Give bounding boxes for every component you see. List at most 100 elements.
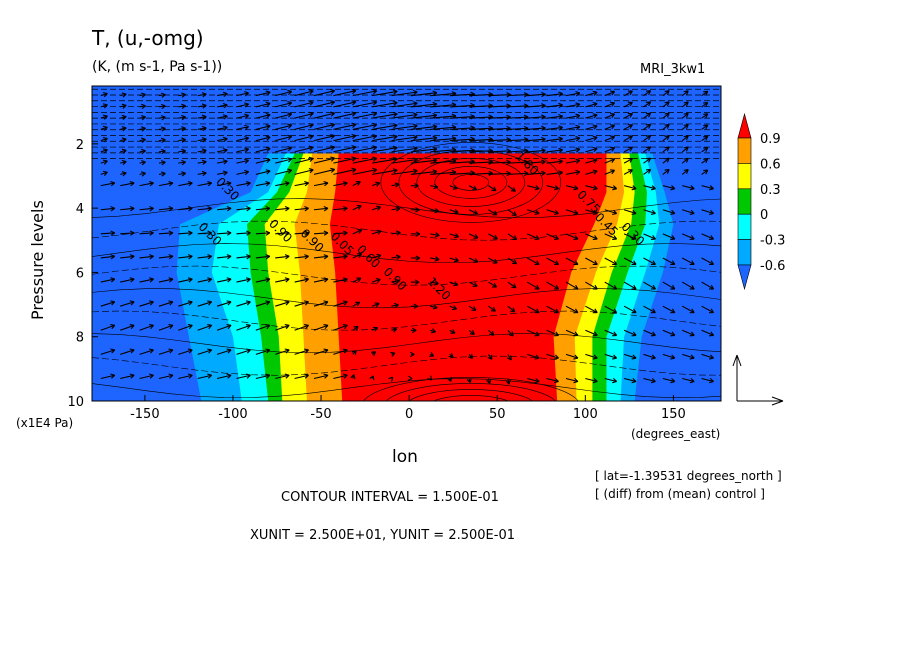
wind-arrow [333, 324, 348, 331]
colorbar-box [737, 239, 752, 266]
wind-arrow [604, 329, 618, 337]
wind-arrow [372, 134, 398, 142]
wind-arrow [681, 257, 695, 266]
wind-arrow [527, 91, 546, 98]
wind-arrow [682, 353, 695, 360]
wind-arrow [391, 89, 418, 97]
wind-arrow [236, 91, 250, 97]
wind-arrow [139, 160, 146, 166]
wind-arrow [623, 353, 637, 360]
wind-arrow [623, 90, 633, 97]
wind-arrow [120, 373, 135, 380]
wind-arrow [585, 146, 598, 153]
wind-arrow [255, 157, 271, 164]
wind-arrow [468, 353, 473, 360]
diff-info: [ (diff) from (mean) control ] [595, 487, 765, 501]
wind-arrow [643, 123, 652, 130]
wind-arrow [410, 327, 417, 334]
wind-arrow [313, 122, 336, 130]
wind-arrow [333, 100, 357, 108]
wind-arrow [178, 171, 186, 177]
wind-arrow [158, 148, 166, 155]
wind-arrow [527, 103, 546, 109]
contour-line [92, 198, 721, 219]
wind-arrow [216, 102, 228, 109]
wind-arrow [585, 113, 598, 119]
wind-arrow [662, 135, 670, 142]
wind-arrow [197, 159, 207, 165]
contour-core [380, 142, 562, 223]
wind-arrow [275, 181, 290, 187]
wind-arrow [100, 103, 108, 109]
wind-arrow [158, 160, 166, 166]
wind-arrow [139, 324, 154, 331]
wind-arrow [352, 253, 363, 259]
wind-arrow [236, 136, 250, 142]
wind-arrow [681, 112, 689, 119]
contour-interval: CONTOUR INTERVAL = 1.500E-01 [281, 490, 499, 505]
wind-arrow [429, 351, 435, 357]
wind-arrow [275, 146, 293, 153]
contour-line [92, 310, 721, 331]
wind-arrow [507, 170, 529, 177]
wind-arrow [449, 257, 459, 263]
wind-arrow [139, 92, 146, 98]
wind-arrow [178, 300, 193, 307]
wind-arrow [100, 300, 116, 307]
wind-arrow [255, 135, 271, 142]
colorbar-label: -0.3 [760, 234, 785, 249]
wind-arrow [546, 158, 564, 165]
wind-arrow [139, 126, 146, 132]
wind-arrow [352, 277, 362, 283]
wind-arrow [565, 233, 579, 241]
wind-arrow [681, 169, 689, 175]
wind-arrow [701, 169, 709, 175]
wind-arrow [158, 230, 174, 236]
wind-arrow [409, 351, 415, 358]
wind-arrow [488, 209, 498, 216]
wind-arrow [352, 181, 361, 187]
wind-arrow [120, 114, 127, 121]
wind-arrow [294, 168, 314, 175]
wind-arrow [682, 329, 695, 337]
wind-arrow [662, 281, 676, 290]
wind-arrow [333, 300, 348, 307]
wind-arrow [275, 134, 293, 142]
contour-core [434, 166, 508, 199]
wind-arrow [100, 254, 116, 260]
colorbar-box [737, 137, 752, 164]
wind-arrow [216, 147, 228, 154]
wind-arrow [391, 182, 400, 188]
wind-arrow [216, 324, 232, 331]
wind-arrow [120, 254, 135, 260]
wind-arrow [333, 181, 348, 187]
wind-arrow [468, 305, 477, 311]
wind-arrow [682, 377, 695, 384]
wind-arrow [527, 353, 540, 360]
wind-arrow [507, 103, 529, 109]
wind-arrow [370, 351, 377, 357]
wind-arrow [565, 257, 579, 266]
colorbar-label: 0 [760, 208, 768, 223]
wind-arrow [681, 146, 689, 153]
wind-arrow [604, 169, 616, 175]
wind-arrow [255, 254, 271, 260]
y-tick-label: 8 [76, 331, 84, 346]
wind-arrow [488, 257, 498, 264]
wind-arrow [487, 354, 493, 360]
wind-arrow [604, 90, 616, 97]
wind-arrow [197, 300, 213, 307]
wind-arrow [526, 281, 540, 290]
wind-arrow [585, 377, 598, 384]
wind-arrow [565, 91, 581, 97]
wind-arrow [236, 206, 251, 212]
contour-line [92, 220, 721, 241]
x-tick-label: 50 [489, 407, 506, 422]
wind-arrow [662, 185, 676, 191]
wind-arrow [139, 277, 154, 283]
contour-bottom [363, 377, 579, 401]
wind-arrow [604, 113, 616, 119]
wind-arrow [546, 125, 564, 131]
colorbar-label: -0.6 [760, 259, 785, 274]
wind-arrow [662, 112, 670, 119]
